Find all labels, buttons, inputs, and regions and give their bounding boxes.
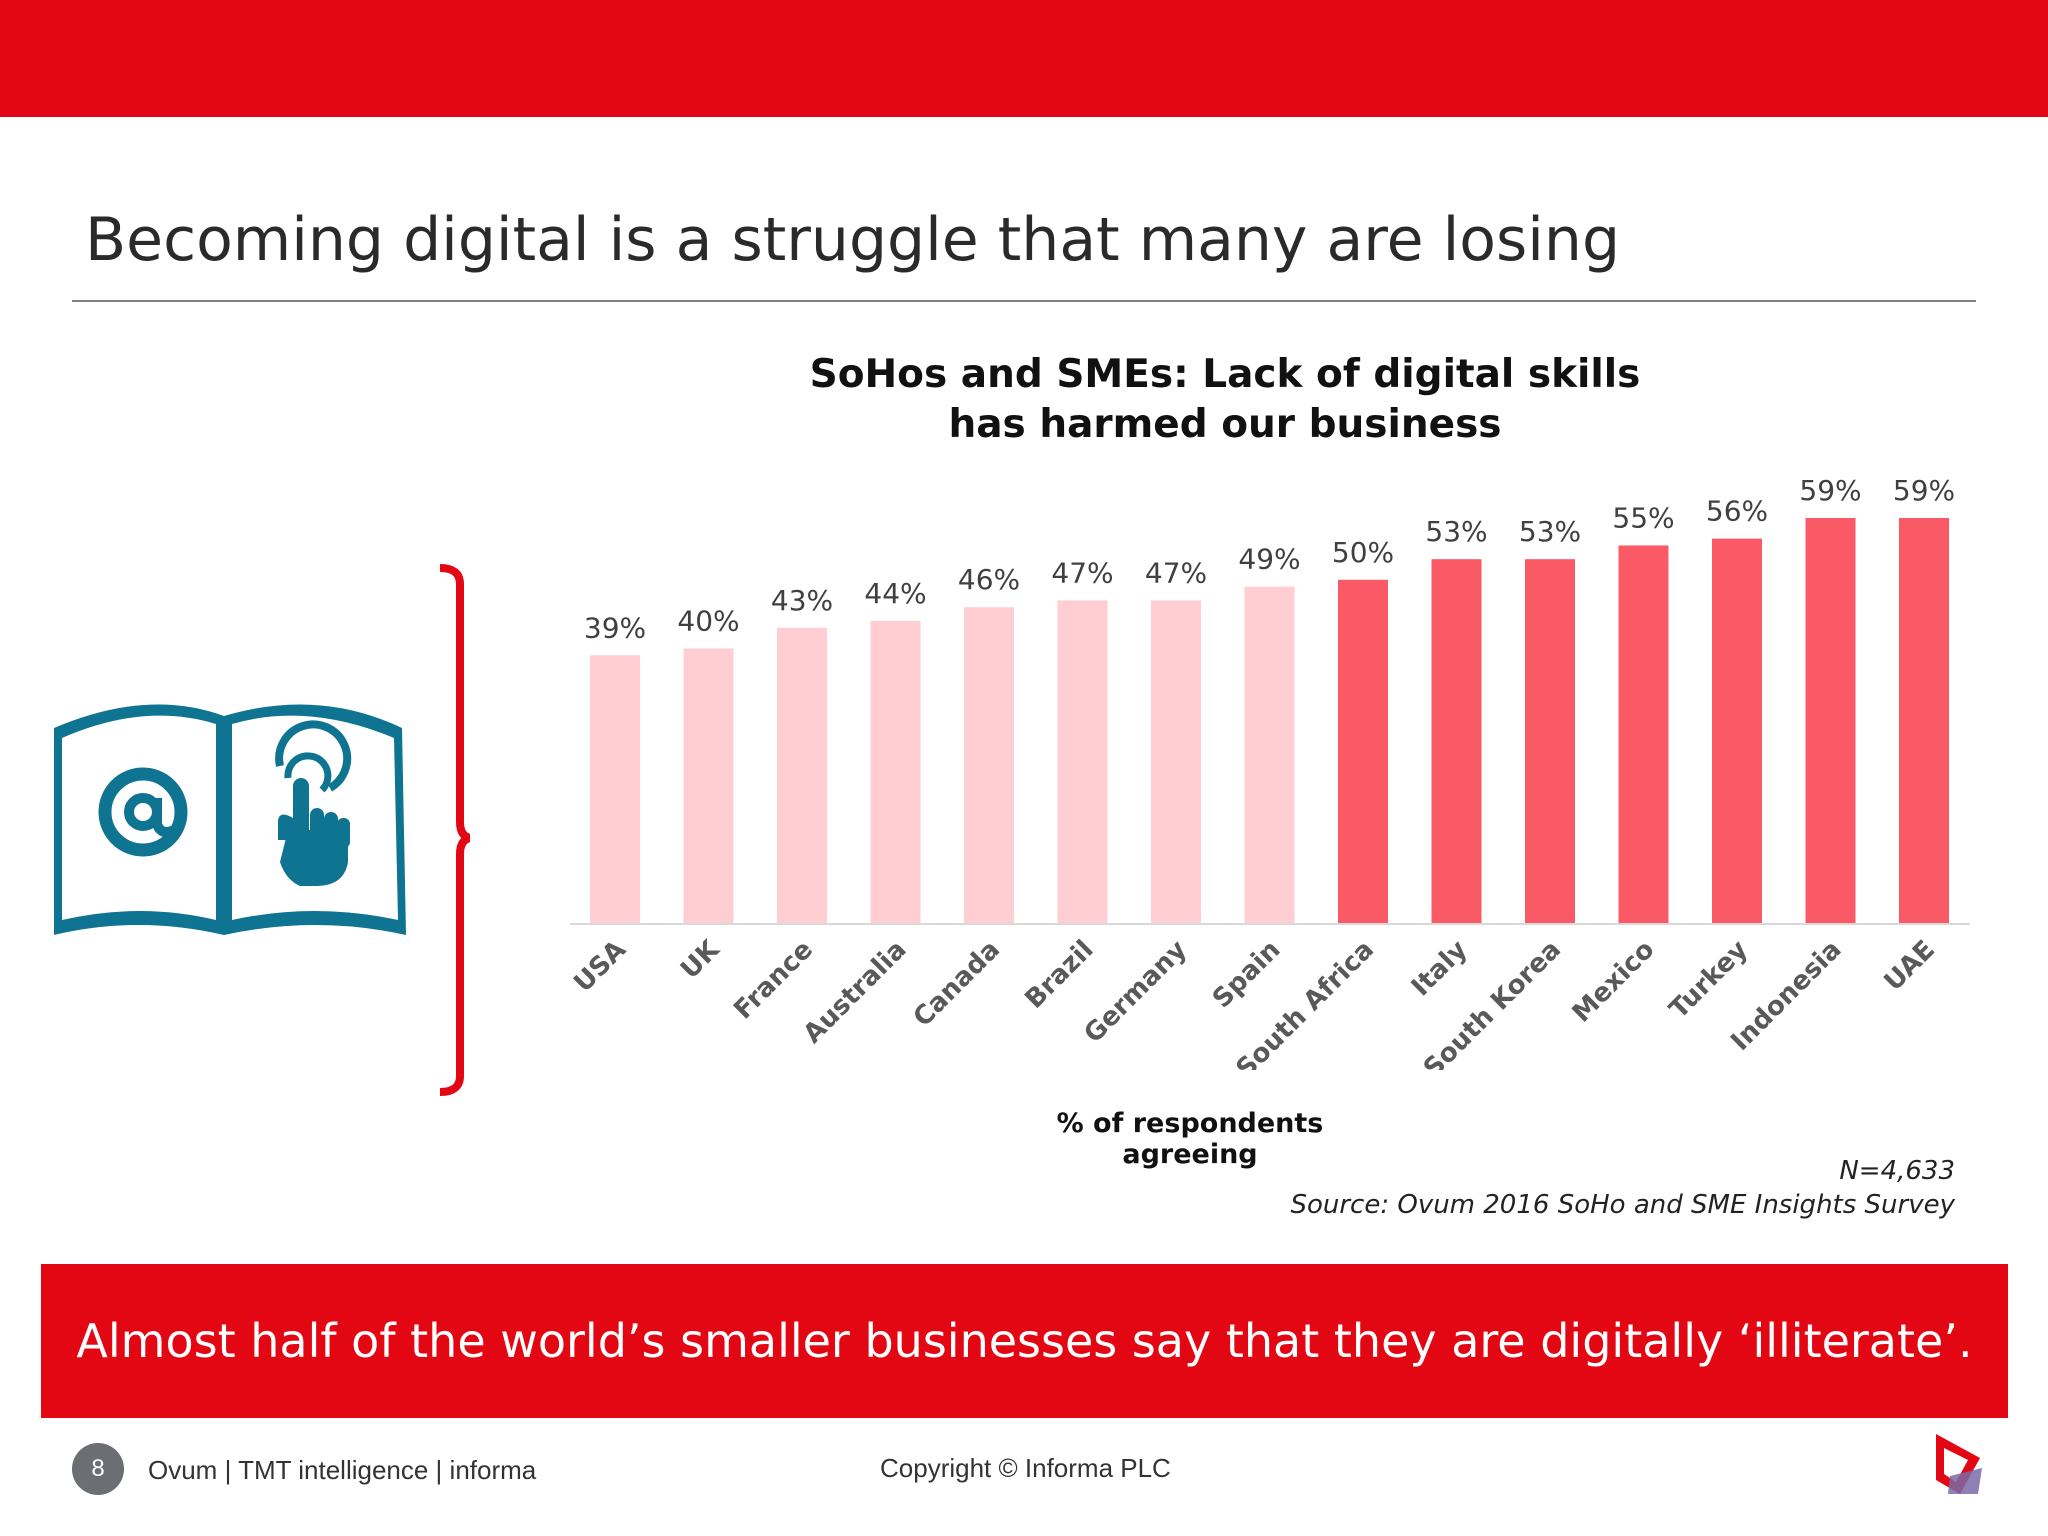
bar-indonesia — [1805, 518, 1856, 923]
bar-south-africa — [1338, 579, 1388, 923]
x-axis-title: % of respondents agreeing — [1056, 1108, 1324, 1170]
x-tick-label: UK — [675, 934, 726, 985]
sample-size-note: N=4,633 — [1839, 1156, 1955, 1186]
x-tick-label: USA — [568, 935, 632, 999]
bar-germany — [1151, 600, 1201, 923]
bar-france — [777, 627, 827, 923]
x-tick-label: Italy — [1406, 935, 1474, 1003]
data-label: 50% — [1332, 536, 1394, 569]
bar-chart: 39% 40% 43% 44% 46% 47% 47% 49% 50% 53% 53% 55% 56% 5… — [568, 474, 1970, 1070]
footer-branding: Ovum | TMT intelligence | informa — [148, 1455, 537, 1485]
x-tick-label: UAE — [1879, 935, 1941, 997]
data-label: 47% — [1051, 556, 1113, 589]
bar-australia — [870, 620, 921, 923]
open-book-icon — [54, 704, 406, 935]
slide-title: Becoming digital is a struggle that many… — [85, 205, 1621, 275]
data-label: 53% — [1425, 515, 1487, 548]
data-label: 40% — [677, 604, 739, 637]
banner-text: Almost half of the world’s smaller busin… — [76, 1314, 1973, 1368]
touch-hand-icon — [275, 720, 352, 886]
source-note: Source: Ovum 2016 SoHo and SME Insights … — [1290, 1190, 1955, 1220]
key-message-banner: Almost half of the world’s smaller busin… — [41, 1264, 2008, 1418]
data-label: 47% — [1145, 556, 1207, 589]
data-label: 56% — [1706, 495, 1768, 528]
footer-copyright: Copyright © Informa PLC — [880, 1453, 1171, 1483]
data-label: 59% — [1799, 474, 1861, 507]
page-number-badge: 8 — [72, 1443, 124, 1495]
bar-uk — [683, 648, 734, 923]
page-number: 8 — [91, 1455, 105, 1482]
data-label: 39% — [584, 611, 646, 644]
bar-spain — [1244, 586, 1295, 923]
data-label: 44% — [864, 577, 926, 610]
logo-icon — [1936, 1434, 1982, 1494]
bar-canada — [964, 607, 1014, 923]
title-divider — [72, 300, 1976, 302]
x-tick-label: Mexico — [1567, 935, 1661, 1029]
x-tick-label: Spain — [1207, 935, 1286, 1014]
bar-uae — [1899, 518, 1949, 923]
data-label: 46% — [958, 563, 1020, 596]
x-tick-label: Germany — [1078, 935, 1193, 1050]
data-label: 55% — [1612, 501, 1674, 534]
data-label: 59% — [1893, 474, 1955, 507]
at-sign-icon — [98, 767, 188, 857]
chart-title: SoHos and SMEs: Lack of digital skills h… — [760, 350, 1690, 450]
x-tick-label: Turkey — [1664, 935, 1754, 1025]
x-tick-label: France — [728, 935, 819, 1026]
x-tick-label: Brazil — [1019, 935, 1099, 1015]
bar-south-korea — [1525, 559, 1575, 923]
data-label: 49% — [1238, 543, 1300, 576]
x-tick-label: Canada — [908, 935, 1006, 1033]
bar-usa — [590, 655, 640, 923]
bar-italy — [1431, 559, 1482, 923]
chart-title-line-1: SoHos and SMEs: Lack of digital skills — [809, 352, 1641, 397]
bar-brazil — [1057, 600, 1108, 923]
data-label: 43% — [771, 584, 833, 617]
bar-mexico — [1618, 545, 1669, 923]
data-label: 53% — [1519, 515, 1581, 548]
top-red-bar — [0, 0, 2048, 117]
bar-turkey — [1712, 538, 1762, 923]
chart-title-line-2: has harmed our business — [948, 402, 1502, 447]
bracket-icon — [439, 564, 470, 1096]
